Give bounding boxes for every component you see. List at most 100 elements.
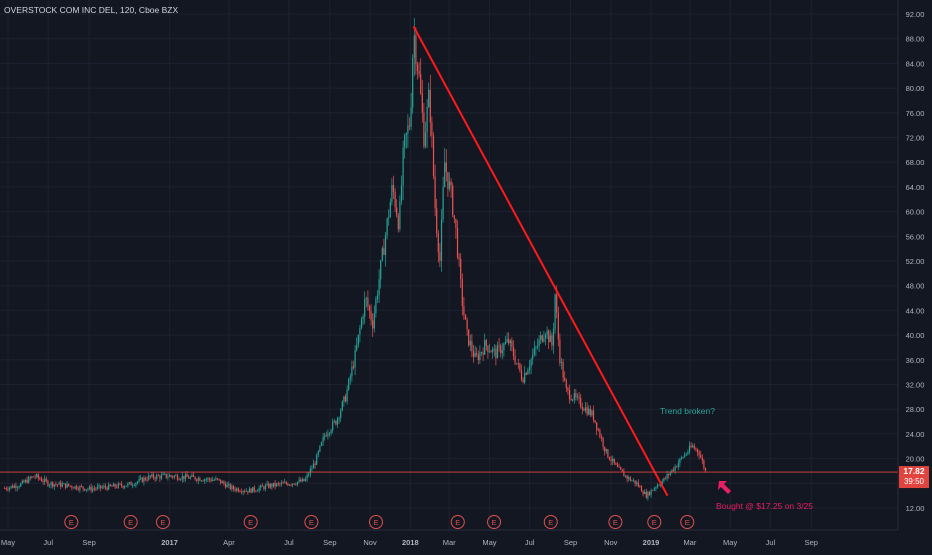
candle-body [668,474,670,475]
candle-body [476,353,478,355]
candle-body [661,481,663,485]
earnings-marker[interactable] [608,515,623,529]
candle-body [584,407,587,411]
candle-body [359,328,361,335]
chart-symbol-title[interactable]: OVERSTOCK COM INC DEL, 120, Cboe BZX [4,5,178,15]
candle-body [554,294,556,330]
earnings-marker-label: E [69,518,74,527]
candle-body [324,435,326,438]
candle-body [480,352,483,354]
candle-body [368,306,371,311]
candle-body [338,417,340,419]
earnings-marker[interactable] [487,515,502,529]
candle-body [628,477,630,479]
price-tick-label: 52.00 [906,257,925,266]
candle-body [106,487,108,490]
earnings-marker[interactable] [123,515,138,529]
candle-body [405,133,407,135]
last-price-countdown: 39:50 [904,477,925,486]
candle-body [504,341,507,344]
candle-body [533,348,535,355]
candle-body [509,340,511,344]
earnings-marker-label: E [128,518,133,527]
candle-body [325,435,327,437]
earnings-marker[interactable] [680,515,695,529]
candle-body [320,442,323,446]
candle-body [639,486,641,488]
candle-body [592,410,595,421]
candle-body [380,260,382,280]
candle-body [370,310,372,321]
time-tick-label: May [723,538,737,547]
candle-body [402,147,404,186]
candle-body [152,474,155,478]
candle-body [245,490,247,492]
earnings-marker[interactable] [543,515,558,529]
candle-body [76,486,78,490]
candle-body [159,475,161,479]
earnings-marker[interactable] [368,515,383,529]
candle-body [136,481,139,483]
candle-body [79,486,81,490]
candle-body [413,35,415,58]
candle-body [228,484,230,485]
candle-body [394,191,396,208]
candle-body [525,373,527,375]
candle-body [21,480,23,484]
earnings-marker[interactable] [647,515,662,529]
candle-body [180,479,182,481]
candle-body [375,298,377,314]
candle-body [101,487,103,489]
candle-body [184,474,187,480]
candle-body [621,469,623,472]
candle-body [432,135,435,177]
candle-body [250,488,252,493]
candle-body [58,482,60,485]
earnings-marker[interactable] [304,515,319,529]
candle-body [26,479,28,483]
candle-body [460,258,462,280]
candle-body [404,134,406,148]
candle-body [148,475,150,480]
candle-body [240,491,243,493]
candle-body [650,490,652,496]
candle-body [95,488,97,490]
candle-body [248,488,251,493]
price-tick-label: 36.00 [906,356,925,365]
earnings-marker[interactable] [450,515,465,529]
time-axis[interactable]: May Jul Sep 2017 Apr Jul Sep Nov 2018 Mar May Jul Se… [0,529,932,550]
candle-body [623,471,625,477]
candle-body [629,477,631,481]
candle-body [677,463,679,467]
candle-body [176,475,179,480]
candle-body [588,408,590,415]
candle-body [544,334,547,339]
earnings-marker[interactable] [64,515,79,529]
earnings-marker[interactable] [155,515,170,529]
candlestick-series [4,18,707,501]
candle-body [583,409,585,411]
candle-body [468,329,470,346]
candle-body [488,351,491,353]
candle-body [671,469,673,473]
earnings-marker-label: E [248,518,253,527]
candle-body [655,487,657,489]
candle-body [157,475,159,477]
candle-body [15,485,17,489]
earnings-marker-label: E [492,518,497,527]
candle-body [336,418,339,425]
candle-body [608,457,611,460]
candle-body [266,483,268,486]
earnings-marker[interactable] [243,515,258,529]
candle-body [495,348,497,359]
candle-body [188,476,190,479]
trendline[interactable] [412,25,669,497]
candle-body [576,396,579,398]
candle-body [444,162,446,188]
candle-body [333,420,335,422]
arrow-up-left-icon [718,481,731,494]
price-axis[interactable]: 92.00 88.00 84.00 80.00 76.00 72.00 68.00 64.00… [897,0,932,550]
candle-body [165,473,167,478]
candle-body [247,490,249,493]
